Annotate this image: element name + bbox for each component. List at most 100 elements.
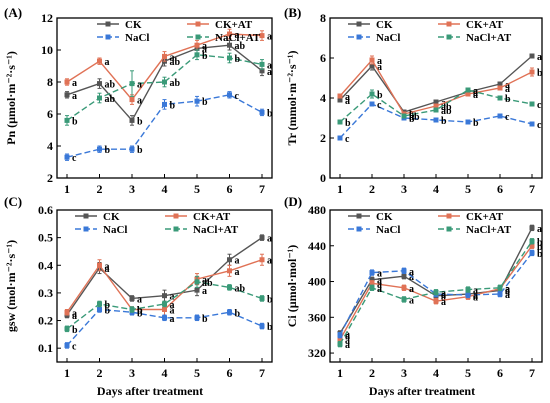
data-point — [162, 315, 167, 321]
data-point — [465, 87, 471, 93]
x-tick-label: 5 — [194, 366, 200, 380]
x-tick-label: 6 — [497, 366, 503, 380]
panel-d: (D) Ci (µmol·mol⁻¹) 320 360 400 440 480 1 2 3 4 5 6 7… — [284, 194, 543, 380]
y-tick-label: 6 — [47, 107, 53, 121]
significance-letter: b — [473, 118, 479, 129]
data-point — [259, 68, 265, 74]
significance-letter: a — [105, 264, 110, 275]
series-nacl: cb ba bbb — [64, 305, 273, 352]
significance-letter: a — [235, 256, 240, 267]
significance-letter: a — [72, 91, 77, 102]
significance-letter: b — [202, 51, 208, 62]
legend: CK CK+AT NaCl NaCl+AT — [348, 211, 512, 236]
data-point — [529, 121, 535, 127]
legend-marker — [105, 34, 111, 40]
significance-letter: a — [267, 67, 272, 78]
legend-marker — [195, 21, 201, 27]
x-tick-label: 6 — [227, 182, 233, 196]
data-point — [529, 238, 535, 244]
legend: CK CK+AT NaCl NaCl+AT — [348, 19, 512, 44]
data-point — [369, 270, 375, 276]
panel-label: (D) — [284, 194, 302, 209]
data-point — [129, 306, 135, 312]
legend-marker — [173, 226, 179, 232]
significance-letter: a — [505, 285, 510, 296]
data-point — [433, 298, 439, 304]
x-tick-label: 1 — [337, 182, 343, 196]
data-point — [497, 85, 503, 91]
x-tick-label: 1 — [64, 366, 70, 380]
significance-letter: a — [202, 41, 207, 52]
series-nacl: ccb b bcc — [337, 100, 542, 145]
data-point — [227, 309, 232, 315]
significance-letter: ab — [170, 78, 181, 89]
data-point — [401, 296, 407, 302]
significance-letter: a — [537, 224, 542, 235]
data-point — [497, 291, 503, 297]
data-point — [162, 53, 167, 59]
significance-letter: a — [267, 256, 272, 267]
data-point — [227, 31, 232, 37]
significance-letter: a — [409, 295, 414, 306]
x-tick-label: 2 — [369, 182, 375, 196]
y-axis-label: Ci (µmol·mol⁻¹) — [285, 245, 299, 328]
legend-label: NaCl+AT — [193, 224, 239, 236]
significance-letter: b — [505, 94, 511, 105]
significance-letter: b — [105, 145, 111, 156]
x-tick-label: 6 — [227, 366, 233, 380]
data-point — [433, 107, 439, 113]
legend-label: NaCl+AT — [466, 224, 512, 236]
data-point — [337, 119, 343, 125]
legend-marker — [356, 21, 362, 27]
significance-letter: b — [235, 54, 241, 65]
significance-letter: a — [409, 108, 414, 119]
x-tick-label: 2 — [97, 366, 103, 380]
legend-label: CK — [125, 19, 142, 31]
significance-letter: a — [409, 272, 414, 283]
x-tick-label: 1 — [337, 366, 343, 380]
significance-letter: b — [537, 237, 543, 248]
data-point — [337, 93, 343, 99]
significance-letter: c — [72, 153, 77, 164]
data-point — [227, 42, 232, 48]
x-tick-label: 4 — [162, 366, 168, 380]
significance-letter: a — [377, 284, 382, 295]
data-point — [129, 81, 135, 87]
significance-letter: b — [137, 305, 143, 316]
x-axis-title-left: Days after treatment — [97, 384, 203, 398]
significance-letter: a — [473, 90, 478, 101]
data-point — [64, 326, 70, 332]
y-axis-label: Pn (µmol·m⁻²·s⁻¹) — [4, 51, 18, 145]
significance-letter: a — [473, 291, 478, 302]
significance-letter: a — [137, 96, 142, 107]
data-point — [162, 101, 167, 107]
significance-letter: b — [267, 322, 273, 333]
significance-letter: a — [377, 56, 382, 67]
data-point — [401, 113, 407, 119]
significance-letter: b — [105, 300, 111, 311]
panel-label: (C) — [4, 194, 22, 209]
significance-letter: c — [377, 100, 382, 111]
significance-letter: c — [505, 112, 510, 123]
data-point — [337, 135, 343, 141]
significance-letter: b — [345, 118, 351, 129]
legend-marker — [356, 34, 362, 40]
data-point — [259, 109, 265, 115]
significance-letter: a — [72, 311, 77, 322]
data-point — [129, 117, 135, 123]
x-tick-label: 3 — [129, 182, 135, 196]
data-point — [529, 53, 535, 59]
x-tick-label: 3 — [401, 182, 407, 196]
data-point — [227, 268, 232, 274]
data-point — [97, 58, 102, 64]
significance-letter: c — [537, 120, 542, 131]
significance-letter: a — [345, 331, 350, 342]
legend-label: CK — [103, 211, 120, 223]
x-tick-label: 5 — [194, 182, 200, 196]
